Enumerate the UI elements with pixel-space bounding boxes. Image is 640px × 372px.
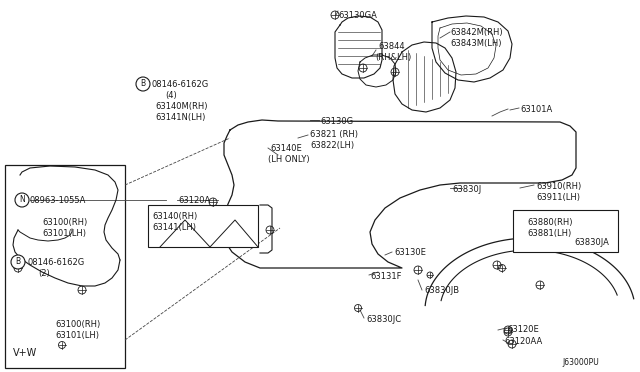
Text: 63120E: 63120E (507, 325, 539, 334)
Text: 63844: 63844 (378, 42, 404, 51)
Text: 63131F: 63131F (370, 272, 401, 281)
Text: 08146-6162G: 08146-6162G (27, 258, 84, 267)
Text: 08146-6162G: 08146-6162G (152, 80, 209, 89)
Text: 63880(RH): 63880(RH) (527, 218, 573, 227)
Text: 63822(LH): 63822(LH) (310, 141, 354, 150)
Text: 63141N(LH): 63141N(LH) (155, 113, 205, 122)
Text: 63830JB: 63830JB (424, 286, 459, 295)
Text: (2): (2) (38, 269, 50, 278)
Text: V+W: V+W (13, 348, 37, 358)
Text: 63821 (RH): 63821 (RH) (310, 130, 358, 139)
Text: 63830JC: 63830JC (366, 315, 401, 324)
Text: 63101(LH): 63101(LH) (55, 331, 99, 340)
Text: 63130E: 63130E (394, 248, 426, 257)
Text: 63140(RH): 63140(RH) (152, 212, 197, 221)
Bar (5, 165, 125, 368)
Text: 63843M(LH): 63843M(LH) (450, 39, 502, 48)
Text: 63881(LH): 63881(LH) (527, 229, 572, 238)
Text: (LH ONLY): (LH ONLY) (268, 155, 310, 164)
Circle shape (11, 255, 25, 269)
Text: 63101(LH): 63101(LH) (42, 229, 86, 238)
Bar (513, 210, 618, 252)
Text: J63000PU: J63000PU (562, 358, 599, 367)
Text: (4): (4) (165, 91, 177, 100)
Circle shape (15, 193, 29, 207)
Text: 63140E: 63140E (270, 144, 301, 153)
Text: 63130G: 63130G (320, 117, 353, 126)
Text: (RH&LH): (RH&LH) (375, 53, 412, 62)
Bar (148, 205, 258, 247)
Text: 63911(LH): 63911(LH) (536, 193, 580, 202)
Text: 63130GA: 63130GA (338, 11, 377, 20)
Text: 63910(RH): 63910(RH) (536, 182, 581, 191)
Text: 63120AA: 63120AA (504, 337, 542, 346)
Circle shape (136, 77, 150, 91)
Text: 63100(RH): 63100(RH) (42, 218, 87, 227)
Text: 63141(LH): 63141(LH) (152, 223, 196, 232)
Text: 63830JA: 63830JA (574, 238, 609, 247)
Text: N: N (19, 196, 25, 205)
Text: 63842M(RH): 63842M(RH) (450, 28, 502, 37)
Text: B: B (140, 80, 145, 89)
Text: 63100(RH): 63100(RH) (55, 320, 100, 329)
Text: 63120A: 63120A (178, 196, 211, 205)
Text: B: B (15, 257, 20, 266)
Text: 63101A: 63101A (520, 105, 552, 114)
Text: 08963-1055A: 08963-1055A (30, 196, 86, 205)
Text: 63830J: 63830J (452, 185, 481, 194)
Text: 63140M(RH): 63140M(RH) (155, 102, 207, 111)
